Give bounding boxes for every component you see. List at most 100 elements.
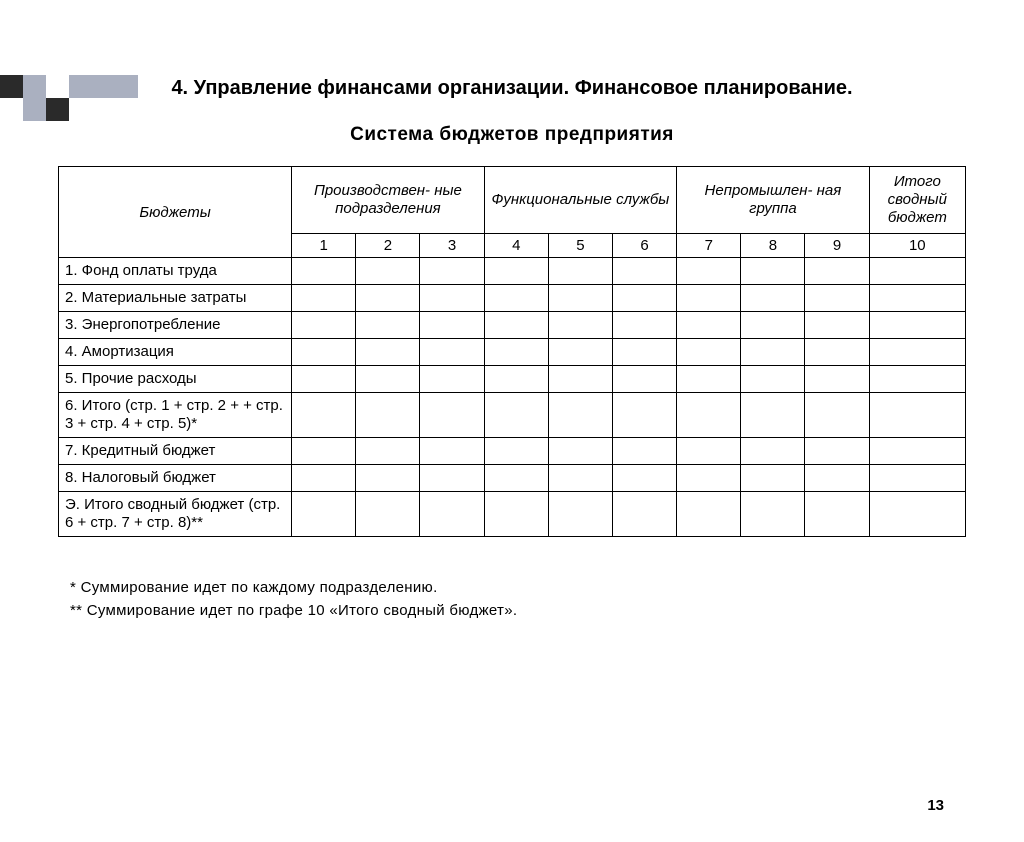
header-col-num: 5 — [548, 234, 612, 258]
decoration-square — [0, 75, 23, 98]
cell — [420, 366, 484, 393]
header-col-num: 1 — [292, 234, 356, 258]
header-col-num: 9 — [805, 234, 869, 258]
cell — [612, 366, 676, 393]
slide-subtitle: Система бюджетов предприятия — [0, 124, 1024, 146]
header-col-num: 6 — [612, 234, 676, 258]
header-col-num: 4 — [484, 234, 548, 258]
cell — [805, 492, 869, 537]
cell — [420, 285, 484, 312]
cell — [612, 492, 676, 537]
table-row: 7. Кредитный бюджет — [59, 438, 966, 465]
header-total: Итого сводный бюджет — [869, 167, 965, 234]
cell — [548, 312, 612, 339]
cell — [741, 465, 805, 492]
cell — [677, 258, 741, 285]
cell — [356, 285, 420, 312]
cell — [741, 366, 805, 393]
table-row: 6. Итого (стр. 1 + стр. 2 + + стр. 3 + с… — [59, 393, 966, 438]
cell — [805, 393, 869, 438]
cell — [612, 465, 676, 492]
header-col-num: 7 — [677, 234, 741, 258]
cell — [484, 285, 548, 312]
cell — [292, 438, 356, 465]
decoration-square — [0, 98, 23, 121]
decoration-square — [69, 75, 92, 98]
cell — [420, 339, 484, 366]
cell — [612, 258, 676, 285]
cell — [420, 438, 484, 465]
cell — [420, 393, 484, 438]
cell — [484, 393, 548, 438]
budget-table-container: Бюджеты Производствен- ные подразделения… — [58, 166, 966, 537]
table-row: 3. Энергопотребление — [59, 312, 966, 339]
cell — [612, 438, 676, 465]
cell — [612, 312, 676, 339]
cell — [548, 465, 612, 492]
cell — [869, 393, 965, 438]
cell — [612, 339, 676, 366]
cell — [677, 312, 741, 339]
cell — [677, 492, 741, 537]
cell — [420, 312, 484, 339]
cell — [292, 465, 356, 492]
table-row: 4. Амортизация — [59, 339, 966, 366]
header-group-3: Непромышлен- ная группа — [677, 167, 869, 234]
cell — [869, 312, 965, 339]
cell — [741, 285, 805, 312]
cell — [677, 465, 741, 492]
row-label: 8. Налоговый бюджет — [59, 465, 292, 492]
cell — [677, 339, 741, 366]
table-row: 2. Материальные затраты — [59, 285, 966, 312]
decoration-square — [23, 98, 46, 121]
table-row: 5. Прочие расходы — [59, 366, 966, 393]
row-label: 7. Кредитный бюджет — [59, 438, 292, 465]
cell — [677, 285, 741, 312]
cell — [548, 285, 612, 312]
row-label: 4. Амортизация — [59, 339, 292, 366]
cell — [292, 492, 356, 537]
row-label: Э. Итого сводный бюджет (стр. 6 + стр. 7… — [59, 492, 292, 537]
cell — [677, 366, 741, 393]
cell — [356, 492, 420, 537]
cell — [356, 312, 420, 339]
cell — [805, 258, 869, 285]
cell — [677, 393, 741, 438]
decoration-square — [92, 75, 138, 98]
cell — [484, 339, 548, 366]
cell — [612, 285, 676, 312]
cell — [356, 258, 420, 285]
cell — [869, 492, 965, 537]
cell — [356, 366, 420, 393]
cell — [356, 339, 420, 366]
row-label: 1. Фонд оплаты труда — [59, 258, 292, 285]
cell — [484, 312, 548, 339]
cell — [356, 465, 420, 492]
cell — [292, 258, 356, 285]
cell — [548, 393, 612, 438]
cell — [741, 438, 805, 465]
cell — [869, 339, 965, 366]
cell — [292, 285, 356, 312]
row-label: 2. Материальные затраты — [59, 285, 292, 312]
cell — [612, 393, 676, 438]
row-label: 3. Энергопотребление — [59, 312, 292, 339]
cell — [356, 438, 420, 465]
table-row: 1. Фонд оплаты труда — [59, 258, 966, 285]
header-col-num: 3 — [420, 234, 484, 258]
header-group-2: Функциональные службы — [484, 167, 677, 234]
cell — [805, 366, 869, 393]
cell — [677, 438, 741, 465]
cell — [484, 492, 548, 537]
slide-title: 4. Управление финансами организации. Фин… — [0, 75, 1024, 102]
cell — [420, 492, 484, 537]
cell — [356, 393, 420, 438]
cell — [805, 339, 869, 366]
cell — [420, 258, 484, 285]
decoration-square — [46, 98, 69, 121]
cell — [741, 492, 805, 537]
cell — [741, 393, 805, 438]
cell — [548, 339, 612, 366]
footnote-2: ** Суммирование идет по графе 10 «Итого … — [70, 600, 1024, 623]
row-label: 6. Итого (стр. 1 + стр. 2 + + стр. 3 + с… — [59, 393, 292, 438]
